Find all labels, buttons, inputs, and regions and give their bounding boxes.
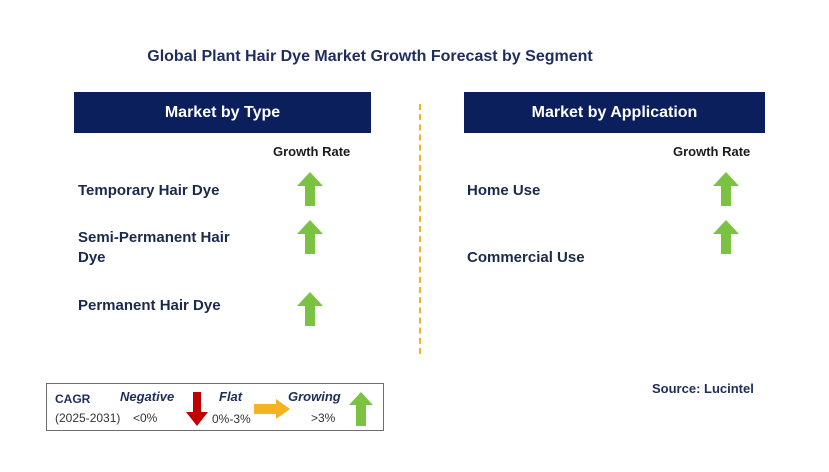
legend-flat-label: Flat [219, 389, 243, 404]
cagr-legend: CAGR (2025-2031) Negative <0% Flat 0%-3%… [46, 383, 384, 431]
type-growth-rate-label: Growth Rate [273, 144, 351, 159]
legend-negative-label: Negative [120, 389, 175, 404]
panel-divider [419, 104, 421, 354]
up-arrow-icon [713, 172, 739, 206]
type-row-temporary: Temporary Hair Dye [78, 182, 220, 199]
up-arrow-icon [713, 220, 739, 254]
up-arrow-icon [297, 292, 323, 326]
legend-flat-range: 0%-3% [212, 412, 251, 426]
down-arrow-icon [186, 392, 208, 426]
chart-title: Global Plant Hair Dye Market Growth Fore… [147, 48, 593, 65]
legend-growing-range: >3% [311, 411, 336, 425]
right-arrow-icon [254, 399, 290, 419]
legend-negative-range: <0% [133, 411, 158, 425]
legend-growing-label: Growing [288, 389, 341, 404]
legend-period: (2025-2031) [55, 411, 121, 425]
up-arrow-icon [297, 172, 323, 206]
source-credit: Source: Lucintel [652, 381, 754, 396]
application-row-commercial-use: Commercial Use [467, 249, 585, 266]
up-arrow-icon [297, 220, 323, 254]
market-by-application-header: Market by Application [464, 92, 765, 133]
legend-cagr-label: CAGR [55, 392, 91, 406]
type-row-semi-permanent: Semi-Permanent Hair Dye [78, 229, 230, 266]
application-row-home-use: Home Use [467, 182, 541, 199]
up-arrow-icon [349, 392, 373, 426]
market-by-type-header: Market by Type [74, 92, 371, 133]
application-growth-rate-label: Growth Rate [673, 144, 751, 159]
type-row-permanent: Permanent Hair Dye [78, 297, 221, 314]
